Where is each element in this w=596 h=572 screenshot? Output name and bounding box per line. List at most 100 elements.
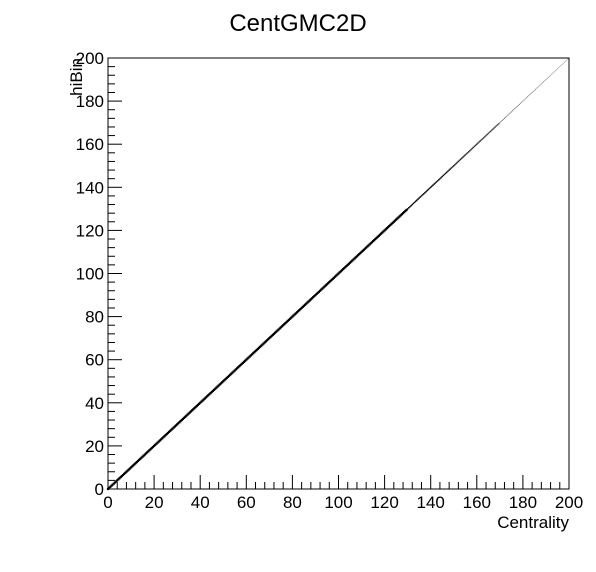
- data-point: [556, 68, 558, 70]
- data-point: [478, 141, 480, 143]
- data-point: [508, 113, 510, 115]
- data-point: [298, 309, 301, 312]
- data-point: [162, 436, 165, 439]
- data-point: [114, 480, 118, 483]
- data-point: [223, 379, 226, 382]
- data-point: [167, 430, 171, 433]
- data-point: [401, 212, 405, 215]
- data-point: [230, 372, 233, 375]
- y-tick-label: 180: [76, 92, 104, 111]
- data-point: [252, 352, 255, 355]
- data-point: [275, 330, 278, 333]
- data-point: [134, 462, 137, 465]
- data-point: [225, 376, 228, 380]
- data-point: [432, 184, 434, 186]
- data-point: [180, 418, 183, 422]
- data-point: [392, 220, 395, 223]
- data-point: [217, 384, 220, 387]
- data-point: [350, 260, 353, 263]
- data-point: [186, 413, 189, 416]
- data-point: [411, 203, 414, 206]
- data-point: [325, 283, 329, 286]
- data-point: [265, 339, 269, 342]
- data-point: [113, 481, 117, 484]
- data-point: [423, 193, 425, 195]
- data-point: [138, 458, 141, 462]
- data-point: [264, 340, 267, 343]
- data-point: [482, 136, 485, 139]
- data-point: [368, 243, 371, 246]
- data-point: [465, 153, 468, 155]
- data-point: [554, 70, 556, 72]
- data-point: [491, 129, 493, 131]
- data-point: [337, 272, 340, 275]
- data-point: [119, 476, 122, 479]
- data-point: [496, 124, 499, 126]
- data-point: [159, 438, 163, 441]
- data-point: [165, 432, 168, 436]
- data-point: [169, 429, 172, 432]
- data-point: [533, 89, 535, 91]
- data-point: [203, 397, 206, 400]
- data-point: [327, 282, 330, 285]
- y-tick-label: 20: [85, 437, 104, 456]
- data-point: [463, 155, 465, 157]
- data-point: [133, 463, 136, 466]
- data-point: [302, 304, 306, 307]
- data-point: [166, 431, 170, 435]
- data-point: [466, 152, 469, 154]
- data-point: [396, 217, 399, 220]
- data-point: [521, 101, 523, 103]
- data-point: [267, 338, 270, 341]
- data-point: [443, 173, 446, 176]
- data-point: [261, 343, 264, 346]
- data-point: [546, 77, 548, 79]
- data-point: [200, 400, 203, 403]
- data-point: [507, 114, 509, 116]
- data-point: [342, 268, 345, 271]
- data-point: [189, 410, 193, 413]
- data-point: [484, 135, 486, 138]
- data-point: [299, 307, 302, 311]
- data-point: [406, 208, 409, 210]
- data-point: [489, 130, 492, 133]
- data-point: [447, 170, 449, 172]
- data-point: [353, 257, 356, 260]
- data-point: [150, 446, 153, 450]
- data-point: [434, 182, 437, 184]
- data-point: [450, 167, 453, 169]
- data-point: [194, 406, 197, 409]
- data-point: [472, 146, 475, 149]
- data-point: [222, 380, 225, 383]
- data-point: [219, 382, 223, 385]
- data-point: [528, 95, 530, 97]
- data-point: [518, 103, 520, 105]
- data-point: [506, 115, 508, 117]
- data-point: [436, 180, 439, 182]
- data-point: [451, 166, 454, 168]
- data-point: [323, 285, 326, 288]
- data-point: [211, 389, 214, 393]
- data-point: [493, 127, 495, 129]
- data-point: [139, 457, 142, 460]
- data-point: [477, 142, 479, 144]
- data-point: [231, 371, 234, 374]
- data-point: [339, 270, 342, 273]
- data-point: [184, 415, 187, 418]
- data-point: [338, 271, 341, 274]
- data-point: [529, 94, 531, 96]
- data-point: [375, 236, 378, 240]
- data-point: [269, 335, 272, 339]
- data-point: [566, 59, 568, 61]
- data-point: [262, 342, 265, 345]
- data-point: [391, 221, 394, 224]
- data-point: [390, 222, 393, 226]
- x-axis-label: Centrality: [497, 513, 569, 532]
- data-point: [510, 111, 512, 113]
- data-point: [293, 313, 296, 316]
- x-axis: 0 20 40 60 80 100 120 140 160 180 200: [103, 475, 583, 512]
- x-tick-label: 140: [417, 493, 445, 512]
- data-point: [356, 254, 360, 257]
- data-point: [473, 145, 476, 148]
